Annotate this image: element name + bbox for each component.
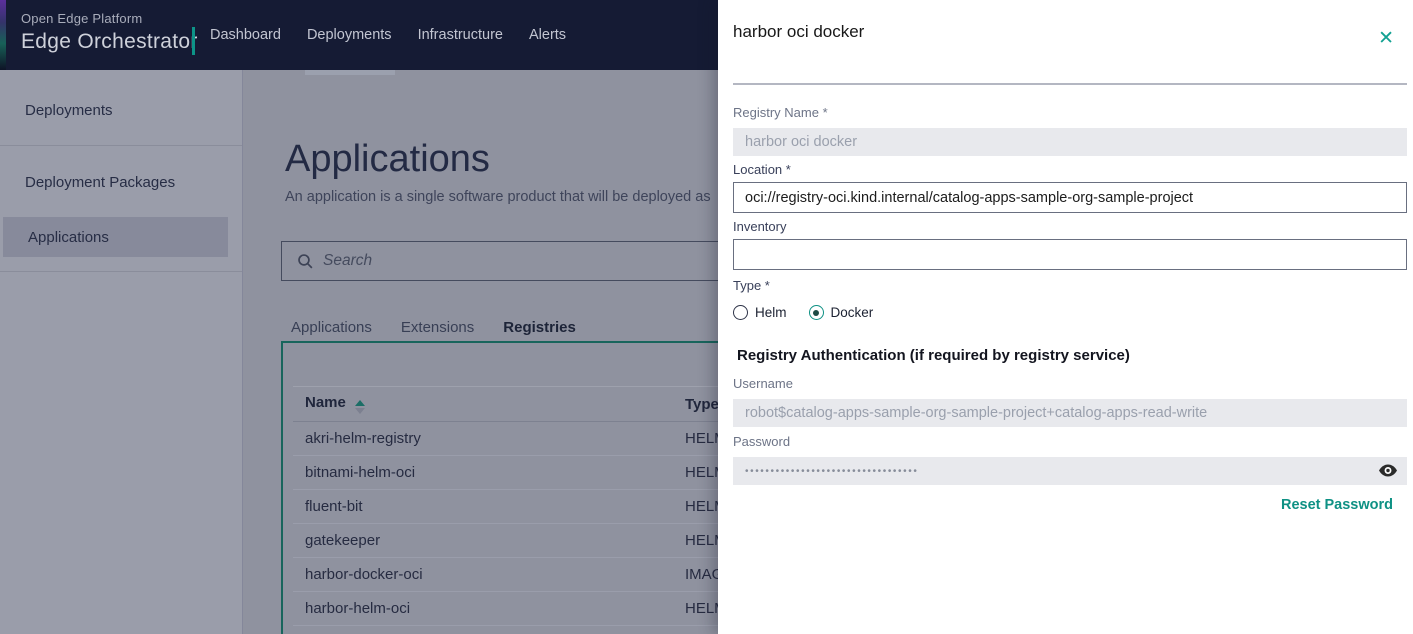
sort-asc-icon	[354, 400, 365, 406]
sidebar-item-deployments[interactable]: Deployments	[25, 101, 113, 119]
type-label: Type *	[733, 278, 770, 293]
registry-name-cell: akri-helm-registry	[293, 421, 673, 456]
inventory-field[interactable]	[733, 239, 1407, 270]
sidebar-item-deployment-packages[interactable]: Deployment Packages	[25, 173, 176, 191]
inventory-label: Inventory	[733, 219, 787, 234]
password-label: Password	[733, 434, 791, 449]
tab-extensions[interactable]: Extensions	[400, 319, 475, 336]
nav-item-alerts[interactable]: Alerts	[528, 27, 567, 43]
tab-bar: Applications Extensions Registries	[291, 319, 576, 336]
brand-platform-name: Open Edge Platform	[21, 11, 143, 26]
registry-name-cell: harbor-docker-oci	[293, 557, 673, 592]
radio-helm-label: Helm	[755, 305, 787, 320]
active-nav-indicator	[305, 70, 395, 75]
location-field[interactable]: oci://registry-oci.kind.internal/catalog…	[733, 182, 1407, 213]
sort-desc-icon	[354, 408, 365, 414]
registry-name-cell: gatekeeper	[293, 523, 673, 558]
registry-name-cell: fluent-bit	[293, 489, 673, 524]
username-field: robot$catalog-apps-sample-org-sample-pro…	[733, 399, 1407, 427]
registry-auth-heading: Registry Authentication (if required by …	[737, 347, 1130, 364]
brand-gradient-stripe	[0, 0, 6, 70]
eye-icon[interactable]	[1379, 464, 1397, 477]
page-description: An application is a single software prod…	[285, 189, 711, 205]
sidebar-divider	[0, 271, 242, 272]
navbar-menu: Dashboard Deployments Infrastructure Ale…	[209, 0, 567, 70]
radio-checked-icon[interactable]	[808, 305, 824, 320]
tab-registries[interactable]: Registries	[503, 319, 576, 336]
close-icon[interactable]: ✕	[1378, 28, 1394, 49]
column-header-name[interactable]: Name	[293, 386, 673, 422]
radio-unchecked-icon[interactable]	[733, 305, 748, 320]
password-field: ••••••••••••••••••••••••••••••••••	[733, 457, 1407, 485]
nav-item-infrastructure[interactable]: Infrastructure	[417, 27, 503, 43]
radio-option-helm[interactable]: Helm	[733, 305, 787, 320]
drawer-divider	[733, 83, 1407, 85]
registry-name-cell: harbor-helm-oci	[293, 591, 673, 626]
nav-item-deployments[interactable]: Deployments	[306, 27, 392, 43]
registry-name-cell: bitnami-helm-oci	[293, 455, 673, 490]
password-masked-value: ••••••••••••••••••••••••••••••••••	[745, 465, 919, 477]
sidebar-divider	[0, 145, 242, 146]
sidebar-item-applications[interactable]: Applications	[3, 217, 228, 257]
radio-option-docker[interactable]: Docker	[808, 305, 874, 320]
registry-name-label: Registry Name *	[733, 105, 828, 120]
brand-divider	[192, 27, 195, 55]
type-radio-group: Helm Docker	[733, 305, 1407, 320]
sidebar: Deployments Deployment Packages Applicat…	[0, 70, 243, 634]
brand-product-name: Edge Orchestrator	[21, 30, 198, 53]
radio-docker-label: Docker	[830, 305, 874, 320]
drawer-title: harbor oci docker	[733, 22, 865, 41]
search-input[interactable]	[323, 252, 723, 270]
sort-icons[interactable]	[354, 400, 365, 414]
reset-password-row: Reset Password	[733, 496, 1407, 514]
brand-logo: Open Edge Platform Edge Orchestrator	[21, 11, 198, 54]
nav-item-dashboard[interactable]: Dashboard	[210, 27, 281, 43]
location-label: Location *	[733, 162, 791, 177]
page-title: Applications	[285, 138, 490, 180]
search-icon	[298, 253, 313, 268]
registry-drawer: harbor oci docker ✕ Registry Name * harb…	[718, 0, 1413, 634]
username-label: Username	[733, 376, 793, 391]
registry-name-field: harbor oci docker	[733, 128, 1407, 156]
column-header-name-label: Name	[305, 394, 346, 411]
reset-password-link[interactable]: Reset Password	[1280, 497, 1393, 513]
column-header-type-label: Type	[685, 395, 719, 413]
tab-applications[interactable]: Applications	[291, 319, 372, 336]
